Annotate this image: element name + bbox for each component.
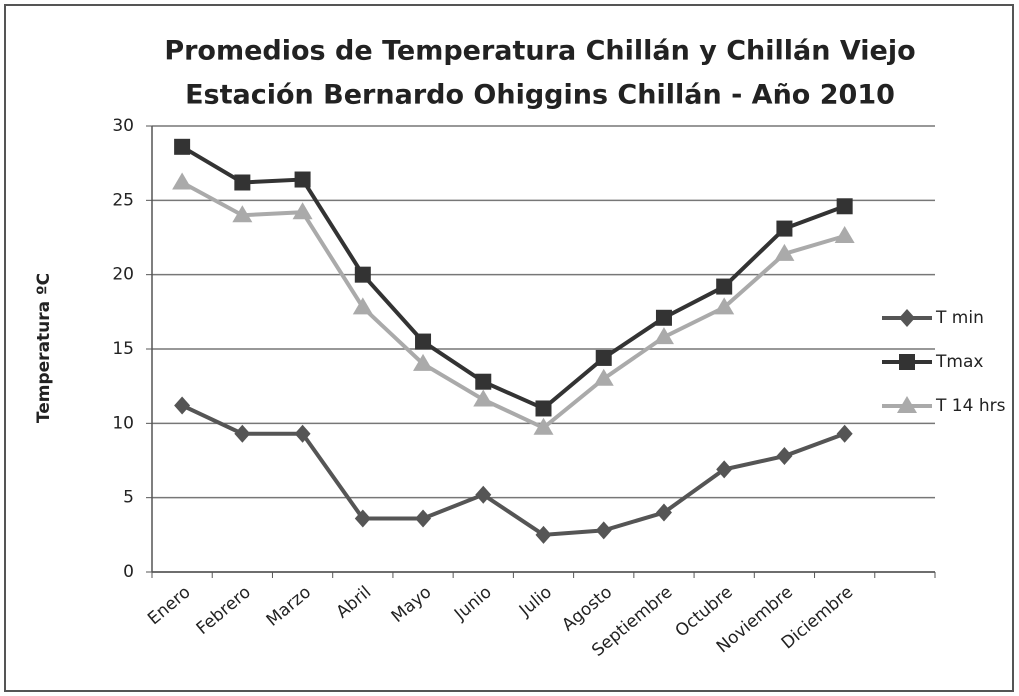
y-tick-label: 30 bbox=[112, 116, 134, 136]
marker bbox=[716, 460, 733, 479]
y-tick-label: 20 bbox=[112, 265, 134, 285]
chart-subtitle: Estación Bernardo Ohiggins Chillán - Año… bbox=[185, 80, 895, 111]
marker bbox=[174, 396, 191, 415]
y-tick-label: 25 bbox=[112, 190, 134, 210]
marker bbox=[174, 138, 191, 155]
marker bbox=[415, 509, 432, 528]
marker bbox=[292, 202, 313, 220]
marker bbox=[535, 525, 552, 544]
marker bbox=[593, 368, 614, 386]
marker bbox=[834, 226, 855, 244]
marker bbox=[595, 521, 612, 540]
marker bbox=[897, 396, 917, 413]
marker bbox=[234, 174, 251, 191]
marker bbox=[475, 373, 492, 390]
marker bbox=[232, 205, 253, 223]
marker bbox=[352, 297, 373, 315]
y-tick-label: 5 bbox=[123, 488, 134, 508]
marker bbox=[655, 309, 672, 326]
marker bbox=[413, 353, 434, 371]
marker bbox=[234, 424, 251, 443]
marker bbox=[776, 220, 793, 237]
marker bbox=[294, 424, 311, 443]
marker bbox=[415, 333, 432, 350]
marker bbox=[535, 400, 552, 417]
marker bbox=[475, 485, 492, 504]
marker bbox=[774, 243, 795, 261]
marker bbox=[716, 278, 733, 295]
legend-label: T min bbox=[935, 308, 984, 328]
legend-label: Tmax bbox=[935, 352, 983, 372]
marker bbox=[354, 509, 371, 528]
marker bbox=[473, 389, 494, 407]
marker bbox=[714, 297, 735, 315]
marker bbox=[655, 503, 672, 522]
chart-frame bbox=[4, 4, 1014, 692]
marker bbox=[595, 349, 612, 366]
series-line bbox=[181, 180, 846, 431]
y-tick-label: 10 bbox=[112, 413, 134, 433]
marker bbox=[899, 354, 915, 370]
marker bbox=[776, 447, 793, 466]
marker bbox=[172, 172, 193, 190]
y-axis-label: Temperatura ºC bbox=[34, 273, 54, 423]
legend-label: T 14 hrs bbox=[935, 396, 1006, 416]
marker bbox=[836, 424, 853, 443]
y-tick-label: 0 bbox=[123, 562, 134, 582]
marker bbox=[294, 171, 311, 188]
y-tick-label: 15 bbox=[112, 339, 134, 359]
marker bbox=[653, 327, 674, 345]
marker bbox=[836, 198, 853, 215]
marker bbox=[533, 417, 554, 435]
series-line bbox=[181, 145, 846, 411]
marker bbox=[899, 309, 915, 327]
chart-title: Promedios de Temperatura Chillán y Chill… bbox=[164, 36, 915, 67]
marker bbox=[354, 266, 371, 283]
series-line bbox=[181, 403, 846, 537]
